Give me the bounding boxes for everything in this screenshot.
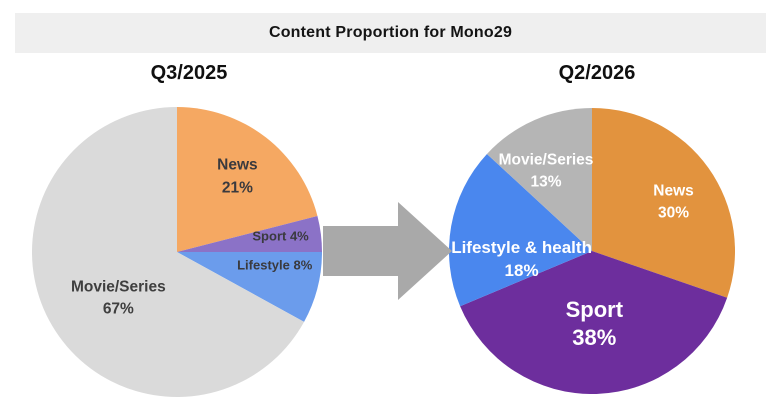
arrow-right-icon	[323, 202, 452, 300]
pie-chart-q2-2026: News 30% Sport 38% Lifestyle & health 18% Movi…	[449, 108, 735, 394]
pie-slice-sport	[460, 251, 728, 394]
slice-label-lifestyle: Lifestyle 8%	[237, 257, 313, 273]
pie-slice-news	[592, 108, 735, 298]
pie-slice-movie-series	[32, 107, 305, 397]
pie-chart-q3-2025: News 21% Sport 4% Lifestyle 8% Movie/Series 6…	[32, 107, 322, 397]
pie-slice-lifestyle-health	[449, 153, 592, 307]
right-chart-title: Q2/2026	[558, 62, 636, 84]
slice-label-movie-series: Movie/Series 67%	[70, 278, 166, 318]
slice-label-lifestyle-health: Lifestyle & health 18%	[451, 237, 592, 280]
slice-label-sport: Sport 4%	[252, 228, 309, 244]
title-banner: Content Proportion for Mono29	[15, 13, 766, 53]
arrow-right-shape	[323, 202, 452, 300]
pie-slice-lifestyle	[177, 252, 322, 322]
slice-label-news: News 21%	[217, 156, 258, 197]
slice-label-sport: Sport 38%	[565, 296, 624, 350]
pie-slice-sport	[177, 215, 322, 252]
slice-label-news: News 30%	[653, 182, 694, 222]
slice-label-movie-series: Movie/Series 13%	[498, 151, 594, 191]
left-chart-title: Q3/2025	[150, 62, 228, 84]
pie-slice-movie-series	[486, 108, 592, 251]
pie-slice-news	[177, 107, 318, 252]
page-title: Content Proportion for Mono29	[268, 24, 513, 41]
